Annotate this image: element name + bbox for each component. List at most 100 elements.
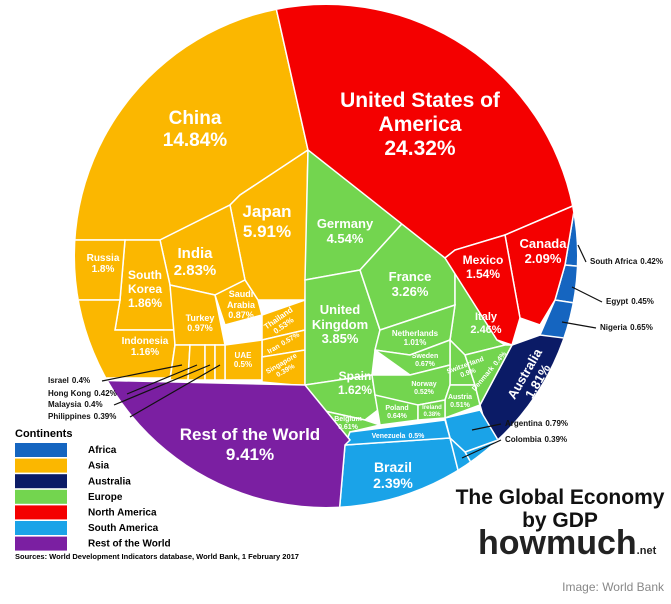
value-label: 0.4% [84, 400, 102, 409]
legend-label: Africa [88, 445, 117, 456]
cell-label: United Kingdom 3.85% [305, 297, 375, 353]
value-label: 3.85% [321, 331, 359, 347]
legend-label: Rest of the World [88, 539, 171, 550]
cell-label: Philippines 0.39% [48, 412, 116, 421]
value-label: 5.91% [242, 222, 292, 241]
leader-line [461, 439, 502, 459]
cell-label: South Africa 0.42% [590, 257, 663, 266]
cell-label: Germany 4.54% [305, 212, 385, 252]
country-name: Venezuela [371, 432, 406, 440]
country-name: Austria [447, 393, 473, 401]
value-label: 0.52% [414, 389, 434, 396]
country-name: Spain [338, 369, 372, 384]
value-label: 0.64% [387, 413, 407, 420]
country-name: Russia [86, 252, 120, 264]
leader-line [577, 244, 587, 263]
cell-label: Sweden 0.67% [405, 352, 445, 370]
value-label: 1.62% [337, 383, 373, 397]
cell-label: Argentina 0.79% [505, 419, 568, 428]
country-name: China [168, 108, 222, 130]
value-label: 0.5% [408, 432, 425, 440]
country-name: Mexico [462, 253, 504, 268]
value-label: 0.97% [187, 323, 213, 333]
value-label: 0.38% [423, 412, 441, 418]
value-label: 0.45% [631, 297, 654, 306]
value-label: 0.87% [228, 310, 254, 321]
cell-label: South Korea 1.86% [115, 266, 175, 314]
image-credit: Image: World Bank [562, 580, 665, 594]
country-name: Egypt [606, 297, 629, 306]
country-name: India [177, 244, 213, 262]
leader-line [571, 286, 603, 303]
leader-line [113, 364, 211, 406]
cell-label: Spain 1.62% [330, 368, 380, 400]
value-label: 2.46% [470, 324, 502, 336]
cell [464, 344, 514, 408]
country-name: Italy [474, 311, 497, 324]
leader-line [561, 321, 597, 329]
cell-labels: South Africa 0.42%Egypt 0.45%Nigeria 0.65%C… [48, 85, 663, 495]
country-name: Colombia [505, 435, 542, 444]
legend-swatch [15, 458, 67, 473]
country-name: Sweden [411, 352, 439, 360]
value-label: 0.42% [94, 389, 117, 398]
legend-label: Australia [88, 476, 131, 487]
legend-label: South America [88, 523, 159, 534]
cell-label: Nigeria 0.65% [600, 323, 653, 332]
cell-label: India 2.83% [160, 242, 230, 282]
country-name: Indonesia [121, 335, 169, 347]
cell-label: Colombia 0.39% [505, 435, 567, 444]
brand-name: howmuch [478, 524, 637, 562]
cell-label: Turkey 0.97% [178, 309, 223, 337]
cell [214, 279, 263, 326]
chart-title: The Global Economy by GDP [455, 486, 665, 533]
cell [444, 384, 481, 420]
legend-title: Continents [15, 428, 72, 440]
value-label: 1.54% [465, 267, 501, 281]
country-name: Saudi Arabia [226, 289, 255, 310]
title-box: The Global Economy by GDP [455, 486, 665, 533]
value-label: 2.39% [373, 475, 413, 491]
country-name: Turkey [185, 312, 215, 323]
value-label: 1.01% [403, 338, 427, 347]
country-name: Malaysia [48, 400, 82, 409]
country-name: South Africa [590, 257, 638, 266]
cell-label: Ireland 0.38% [417, 403, 447, 421]
country-name: Nigeria [600, 323, 628, 332]
cell-label: Hong Kong 0.42% [48, 389, 117, 398]
cell-label: Poland 0.64% [377, 404, 417, 422]
cell-label: Netherlands 1.01% [385, 327, 445, 349]
cell-label: UAE 0.5% [226, 347, 261, 373]
country-name: Brazil [373, 458, 413, 475]
leader-line [129, 364, 221, 418]
legend-swatch [15, 489, 67, 504]
value-label: 0.4% [72, 376, 90, 385]
value-label: 0.5% [233, 360, 253, 369]
value-label: 0.42% [640, 257, 663, 266]
value-label: 14.84% [162, 130, 228, 151]
cell-label: United States of America 24.32% [335, 85, 505, 165]
legend-swatch [15, 443, 67, 457]
cell-label: China 14.84% [135, 105, 255, 155]
country-name: Ireland [422, 405, 442, 412]
value-label: 0.39% [544, 435, 567, 444]
value-label: 0.65% [630, 323, 653, 332]
cell-label: Brazil 2.39% [358, 455, 428, 495]
legend: Africa Asia Australia Europe North America So… [15, 443, 171, 551]
brand-suffix: .net [637, 545, 657, 557]
cell-label: Egypt 0.45% [606, 297, 654, 306]
legend-swatch [15, 505, 67, 520]
